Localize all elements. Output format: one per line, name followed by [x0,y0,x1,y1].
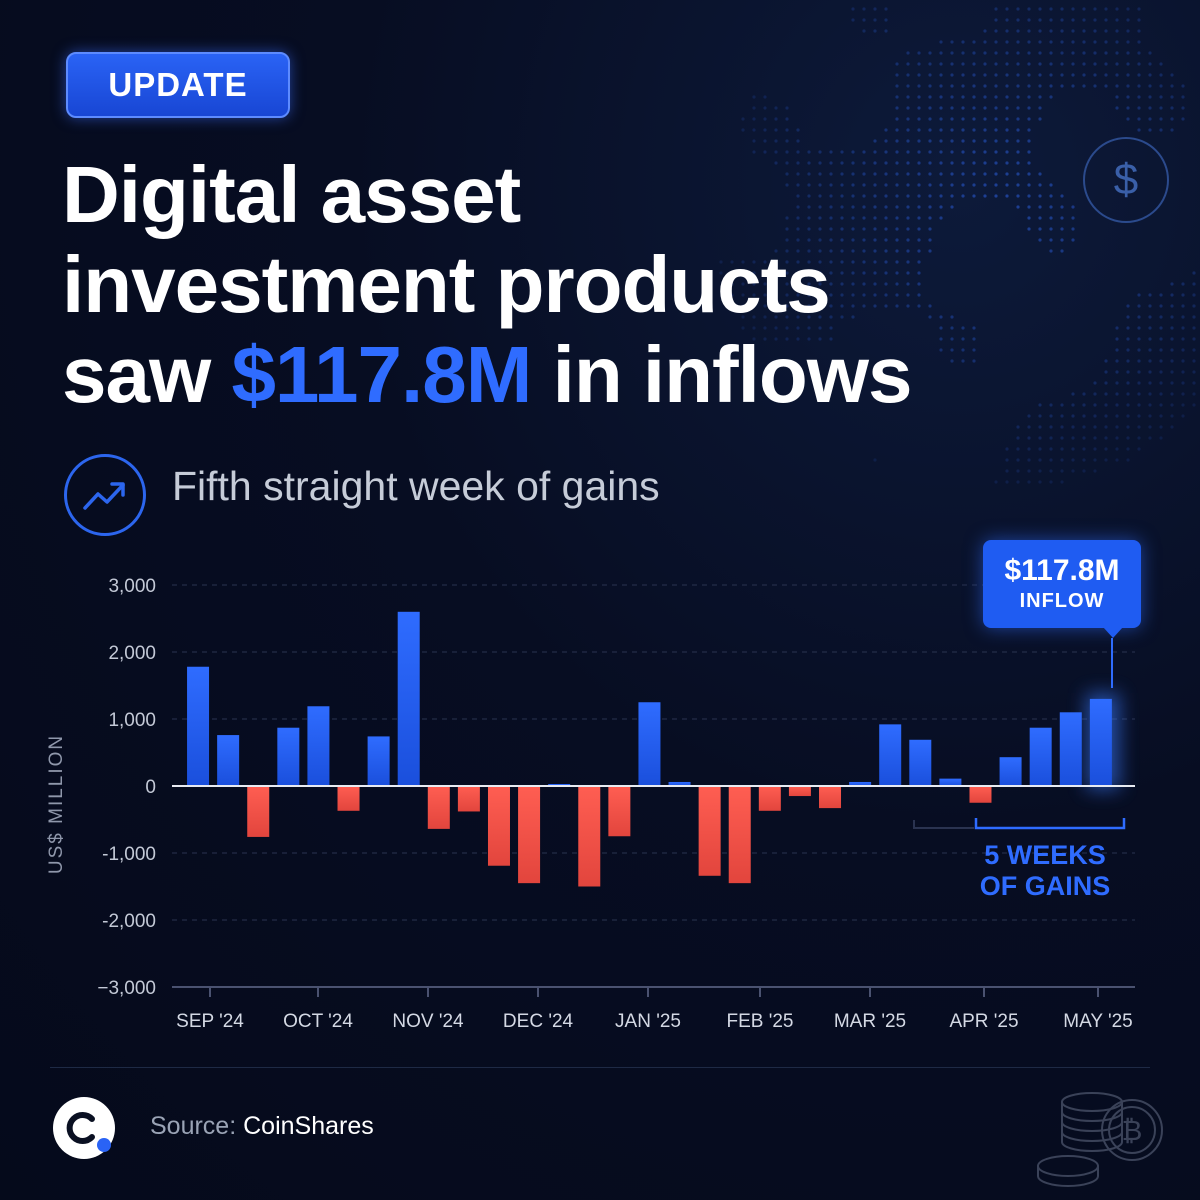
inflow-bar [999,757,1022,786]
callout-value: $117.8M [1004,554,1120,587]
y-tick-label: −3,000 [97,978,156,999]
update-badge: UPDATE [66,52,290,118]
inflow-bar [668,781,691,786]
headline-line-3-post: in inflows [531,330,913,419]
source-line: Source: CoinShares [150,1112,374,1141]
inflow-bar [1089,698,1112,786]
source-prefix: Source: [150,1112,237,1140]
y-axis-label: US$ MILLION [46,734,67,874]
svg-text:₿: ₿ [1122,1114,1143,1147]
inflow-bar [307,706,330,786]
outflow-bar [608,786,631,837]
outflow-bar [457,786,480,812]
x-tick-label: MAY '25 [1063,1011,1132,1032]
y-tick-label: 2,000 [108,643,156,664]
y-tick-label: 0 [145,777,156,798]
x-tick-label: FEB '25 [727,1011,794,1032]
inflow-bar [879,724,902,786]
flows-bar-chart: 3,000 2,000 1,000 0 -1,000 -2,000 −3,000 US$ MI… [46,576,1135,1032]
footer-divider [50,1067,1150,1068]
outflow-bar [487,786,510,866]
inflow-bar [1059,712,1082,786]
outflow-bar [698,786,721,876]
callout-pointer [1103,627,1123,638]
inflow-bar [849,781,872,786]
inflow-bar [909,739,932,786]
outflow-bar [969,786,992,803]
inflow-bar [397,611,420,786]
inflow-callout: $117.8M INFLOW [983,540,1141,628]
source-name: CoinShares [243,1112,374,1140]
outflow-bar [337,786,360,811]
gains-annotation: 5 WEEKS OF GAINS [960,840,1130,902]
bitcoin-coins-icon: ₿ [1037,1092,1163,1187]
y-tick-label: -2,000 [102,911,156,932]
inflow-bar [1029,727,1052,786]
x-tick-label: SEP '24 [176,1011,244,1032]
outflow-bar [247,786,270,837]
gains-annotation-line-1: 5 WEEKS [984,840,1106,870]
inflow-bar [939,778,962,786]
trending-up-icon [64,454,146,536]
x-tick-label: OCT '24 [283,1011,353,1032]
headline-line-3-pre: saw [62,330,232,419]
headline: Digital asset investment products saw $1… [62,150,1002,420]
x-tick-label: JAN '25 [615,1011,681,1032]
y-tick-label: 3,000 [108,576,156,597]
inflow-bar [217,735,240,786]
x-tick-label: MAR '25 [834,1011,906,1032]
y-tick-label: 1,000 [108,710,156,731]
bracket-extension [913,820,974,829]
gains-annotation-line-2: OF GAINS [979,871,1111,901]
headline-line-1: Digital asset [62,150,521,239]
x-tick-label: APR '25 [949,1011,1018,1032]
coinshares-logo [53,1097,115,1159]
inflow-bar [367,736,390,786]
outflow-bar [819,786,842,809]
x-tick-label: NOV '24 [392,1011,464,1032]
x-tick-label: DEC '24 [503,1011,574,1032]
inflow-bar [277,727,300,786]
outflow-bar [788,786,811,797]
outflow-bar [578,786,601,887]
headline-line-2: investment products [62,240,831,329]
subtitle: Fifth straight week of gains [172,463,660,509]
headline-amount: $117.8M [231,330,532,419]
gains-bracket [974,818,1126,830]
y-tick-label: -1,000 [102,844,156,865]
inflow-bar [638,702,661,786]
outflow-bar [518,786,541,884]
dollar-circle-icon: $ [1083,137,1169,223]
outflow-bar [427,786,450,829]
outflow-bar [758,786,781,811]
outflow-bar [728,786,751,884]
callout-label: INFLOW [1019,590,1105,612]
inflow-bar [187,666,210,786]
